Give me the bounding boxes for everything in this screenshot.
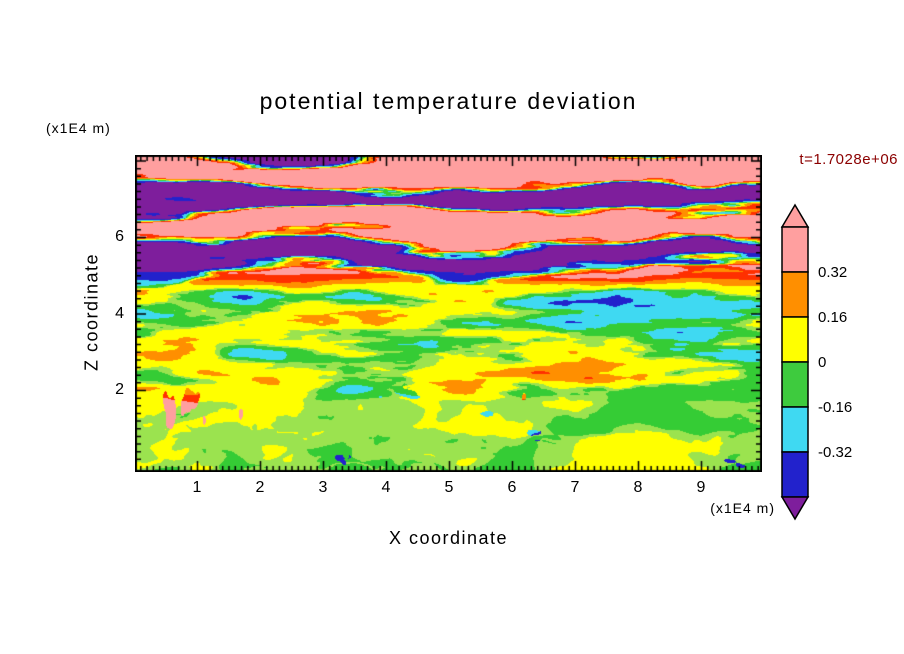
x-axis-tick-label: 4 (381, 479, 391, 496)
colorbar-tick-label: -0.16 (818, 399, 852, 416)
colorbar-segment (781, 361, 809, 408)
x-axis-title: X coordinate (388, 528, 509, 548)
colorbar-tick-label: 0 (818, 354, 826, 371)
colorbar-arrow-up (780, 203, 810, 228)
z-axis-tick-label: 6 (115, 228, 124, 245)
x-axis-tick-label: 1 (192, 479, 202, 496)
x-axis-tick-label: 8 (633, 479, 643, 496)
colorbar-tick-label: 0.32 (818, 264, 847, 281)
x-axis-tick-label: 5 (444, 479, 454, 496)
colorbar-segment (781, 451, 809, 498)
x-axis-tick-label: 2 (255, 479, 265, 496)
x-axis-unit-label: (x1E4 m) (710, 500, 775, 516)
chart-title: potential temperature deviation (259, 88, 638, 114)
colorbar-tick-label: 0.16 (818, 309, 847, 326)
colorbar-segment (781, 271, 809, 318)
x-axis-tick-label: 7 (570, 479, 580, 496)
x-axis-tick-label: 9 (696, 479, 706, 496)
z-axis-unit-label: (x1E4 m) (46, 120, 111, 136)
contour-plot (135, 155, 762, 472)
colorbar-arrow-down (780, 496, 810, 521)
colorbar: 0.32 0.16 0 -0.16 -0.32 (780, 203, 852, 521)
x-axis-tick-label: 6 (507, 479, 517, 496)
z-axis-tick-label: 4 (115, 304, 124, 322)
x-axis-tick-label: 3 (318, 479, 328, 496)
timestamp-label: t=1.7028e+06 (799, 151, 898, 168)
colorbar-segment (781, 316, 809, 363)
z-axis-tick-label: 2 (115, 381, 124, 398)
colorbar-tick-label: -0.32 (818, 444, 852, 461)
colorbar-segment (781, 406, 809, 453)
colorbar-segment (781, 226, 809, 273)
